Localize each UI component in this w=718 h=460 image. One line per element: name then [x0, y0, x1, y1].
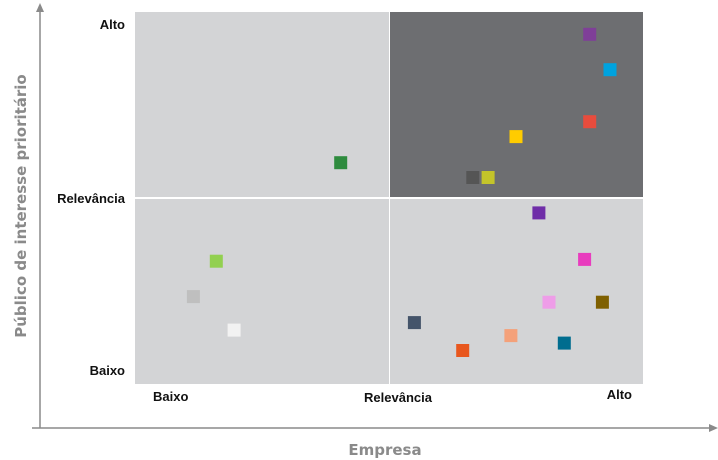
data-point-18 — [456, 344, 470, 357]
data-point-16 — [504, 329, 518, 343]
quadrant-top-right — [390, 12, 643, 197]
y-tick-label-low: Baixo — [90, 363, 125, 378]
axes — [32, 3, 718, 432]
y-tick-label-mid: Relevância — [57, 191, 126, 206]
y-tick-label-high: Alto — [100, 17, 125, 32]
data-point-8 — [509, 130, 523, 144]
data-point-17 — [557, 336, 571, 350]
data-points — [186, 27, 617, 357]
data-point-4 — [227, 323, 241, 337]
data-point-15 — [407, 316, 421, 330]
y-axis-title: Público de interesse prioritário — [12, 74, 30, 338]
data-point-10 — [481, 171, 495, 184]
data-point-2 — [209, 254, 223, 268]
data-point-7 — [583, 115, 597, 129]
quadrant-top-left — [135, 12, 389, 197]
y-tick-labels: Alto Relevância Baixo — [57, 17, 126, 378]
quadrant-bottom-right — [390, 199, 643, 384]
x-tick-label-mid: Relevância — [364, 390, 433, 405]
x-tick-label-low: Baixo — [153, 389, 188, 404]
y-axis-arrow — [36, 3, 44, 12]
x-tick-labels: Baixo Relevância Alto — [153, 387, 632, 405]
data-point-14 — [595, 295, 609, 309]
data-point-1 — [334, 156, 348, 170]
x-tick-label-high: Alto — [607, 387, 632, 402]
data-point-9 — [466, 171, 480, 184]
data-point-5 — [583, 27, 597, 41]
data-point-12 — [578, 252, 592, 266]
x-axis-arrow — [709, 424, 718, 432]
quadrant-backgrounds — [135, 12, 643, 384]
data-point-6 — [603, 63, 617, 77]
quadrant-bottom-left — [135, 199, 389, 384]
data-point-13 — [542, 295, 556, 309]
x-axis-title: Empresa — [348, 441, 421, 459]
data-point-11 — [532, 206, 546, 220]
data-point-3 — [186, 290, 200, 304]
